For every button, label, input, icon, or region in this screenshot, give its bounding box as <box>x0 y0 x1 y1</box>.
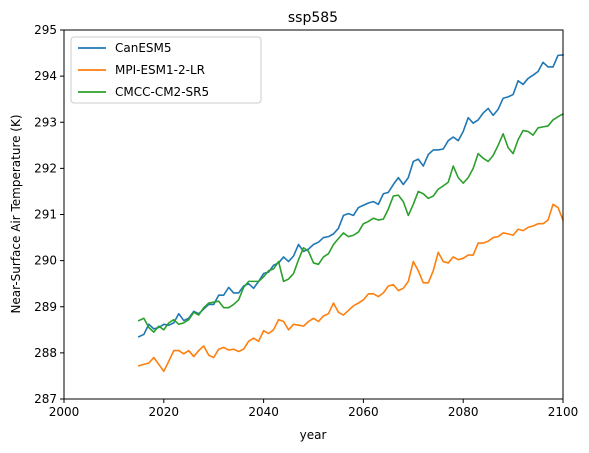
legend-box <box>70 36 262 104</box>
series-line-cmcc-cm2-sr5 <box>137 112 565 333</box>
series-layer <box>137 54 565 373</box>
x-tick-label: 2020 <box>149 405 180 419</box>
axis-ticks: 2000 2020 2040 2060 2080 2100 287 288 289 290 291 2… <box>34 23 578 419</box>
legend-label-canesm5: CanESM5 <box>115 41 172 55</box>
y-tick-label: 293 <box>34 115 57 129</box>
legend-label-mpi-esm1-2-lr: MPI-ESM1-2-LR <box>115 63 205 77</box>
y-axis-label: Near-Surface Air Temperature (K) <box>9 114 23 313</box>
y-tick-label: 288 <box>34 346 57 360</box>
x-tick-label: 2000 <box>49 405 80 419</box>
plot-frame <box>63 29 564 400</box>
chart-title: ssp585 <box>288 10 338 26</box>
y-tick-label: 292 <box>34 161 57 175</box>
y-tick-label: 291 <box>34 208 57 222</box>
legend: CanESM5 MPI-ESM1-2-LR CMCC-CM2-SR5 <box>70 36 262 104</box>
y-tick-label: 295 <box>34 23 57 37</box>
y-tick-label: 287 <box>34 392 57 406</box>
x-tick-label: 2040 <box>248 405 279 419</box>
x-tick-label: 2060 <box>348 405 379 419</box>
series-line-canesm5 <box>137 54 564 338</box>
series-line-mpi-esm1-2-lr <box>137 203 565 373</box>
x-tick-label: 2100 <box>548 405 579 419</box>
y-tick-label: 294 <box>34 69 57 83</box>
x-tick-label: 2080 <box>448 405 479 419</box>
y-tick-label: 290 <box>34 254 57 268</box>
y-tick-label: 289 <box>34 300 57 314</box>
x-axis-label: year <box>300 428 327 442</box>
legend-label-cmcc-cm2-sr5: CMCC-CM2-SR5 <box>115 85 209 99</box>
